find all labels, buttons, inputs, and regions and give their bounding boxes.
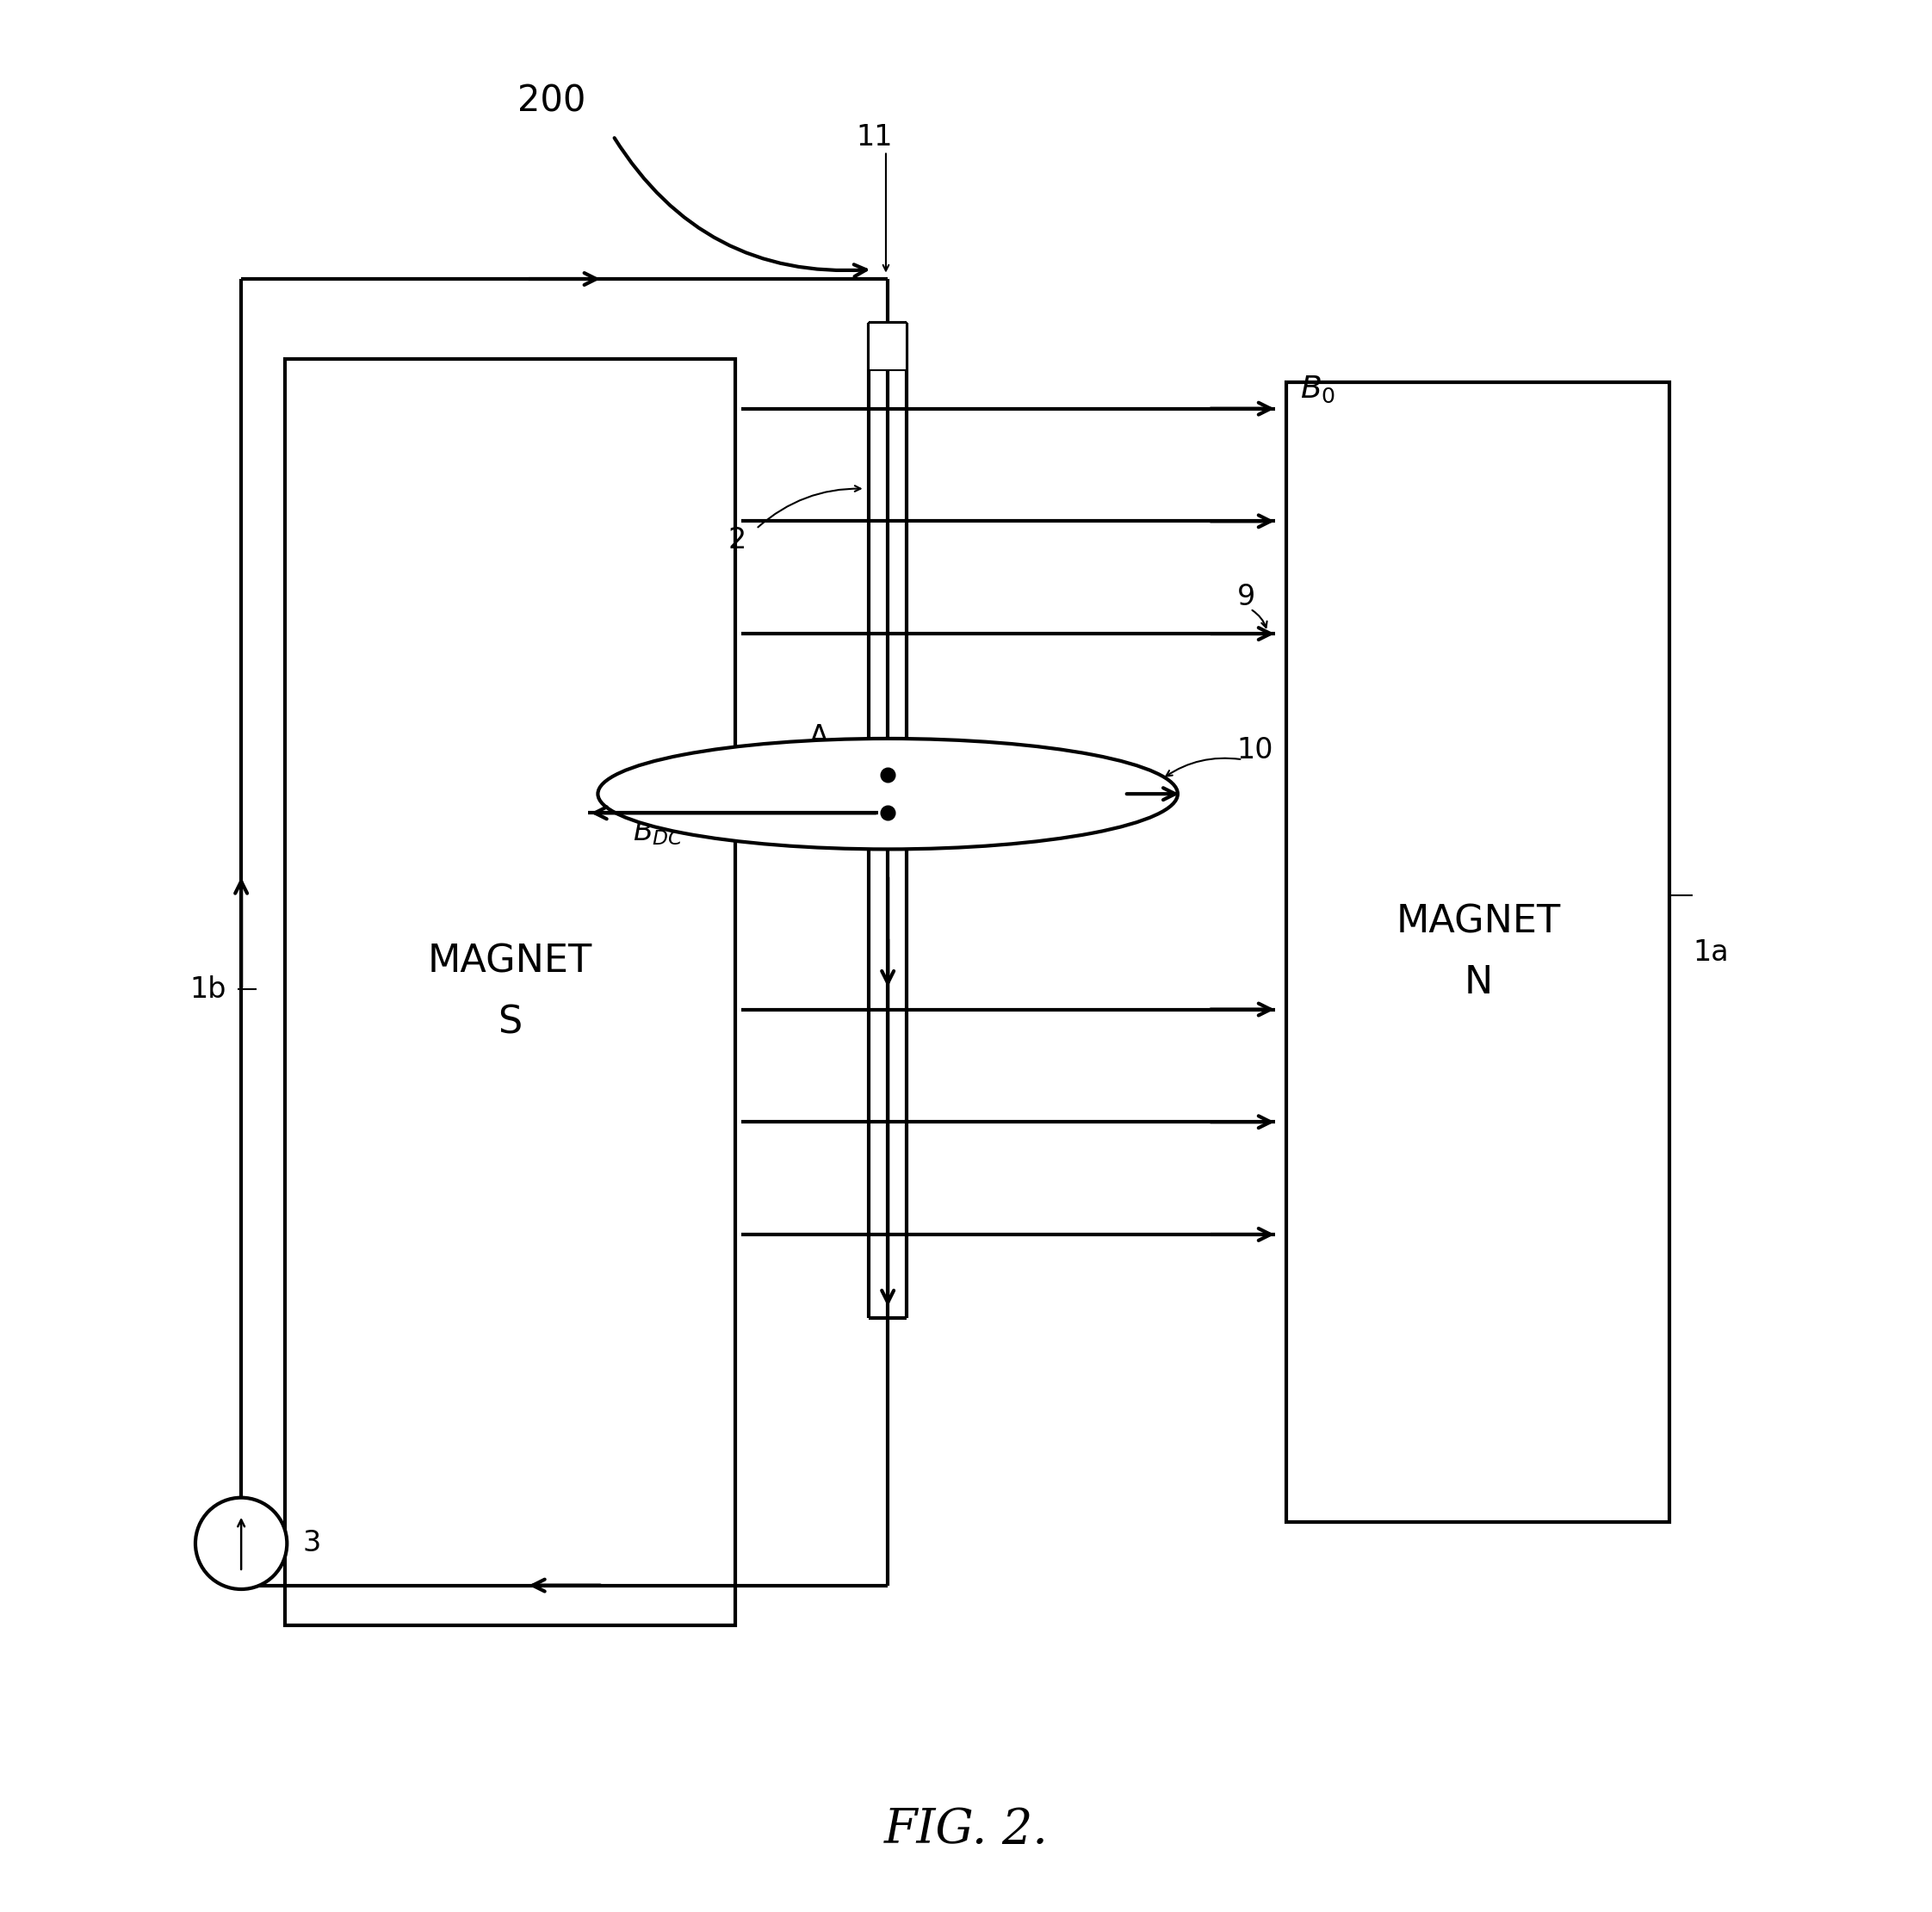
Text: FIG. 2.: FIG. 2. [883, 1807, 1049, 1853]
Circle shape [195, 1497, 288, 1589]
Ellipse shape [597, 738, 1179, 849]
Bar [1287, 382, 1669, 1522]
Text: MAGNET
S: MAGNET S [427, 943, 593, 1040]
Text: 10: 10 [1236, 736, 1273, 765]
Text: 200: 200 [518, 84, 585, 120]
Text: 11: 11 [856, 122, 893, 151]
Text: $B_{DC}$: $B_{DC}$ [634, 816, 684, 847]
Text: A: A [810, 723, 829, 751]
Bar [286, 359, 736, 1625]
Text: 1a: 1a [1692, 939, 1729, 966]
Text: 9: 9 [1236, 583, 1256, 612]
Text: MAGNET
N: MAGNET N [1395, 904, 1561, 1000]
Text: 1b: 1b [189, 975, 226, 1004]
Text: 2: 2 [728, 526, 746, 554]
Text: $B_0$: $B_0$ [1300, 375, 1335, 405]
Bar [869, 323, 906, 371]
Text: B: B [912, 820, 933, 849]
Text: 3: 3 [301, 1530, 321, 1558]
